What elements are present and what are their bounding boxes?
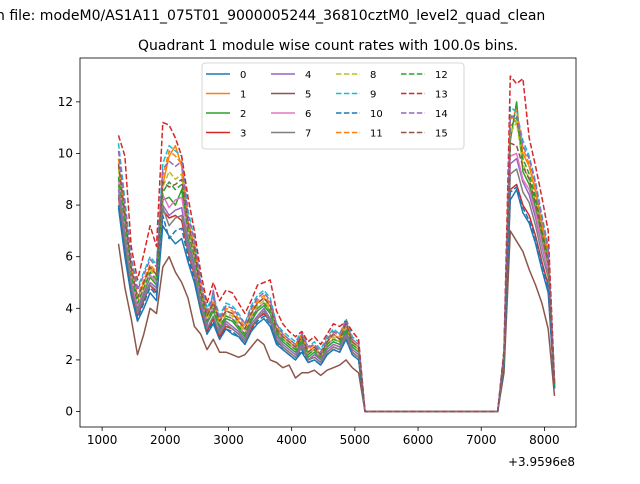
x-tick-label-5000: 5000 (340, 433, 371, 447)
x-tick-label-4000: 4000 (276, 433, 307, 447)
axes-frame (79, 57, 577, 428)
x-axis-offset-label: +3.9596e8 (508, 455, 575, 469)
legend-label-2: 2 (240, 109, 246, 120)
legend-label-15: 15 (435, 129, 448, 140)
series-line-12 (117, 116, 556, 413)
legend-label-12: 12 (435, 70, 448, 81)
x-tick-label-1000: 1000 (87, 433, 118, 447)
y-tick-label-0: 0 (65, 405, 73, 419)
plot-area (117, 75, 556, 413)
y-tick-label-6: 6 (65, 250, 73, 264)
legend-label-6: 6 (305, 109, 311, 120)
figure-suptitle: n file: modeM0/AS1A11_075T01_9000005244_… (0, 8, 545, 24)
x-tick-label-8000: 8000 (529, 433, 560, 447)
y-tick-label-10: 10 (58, 146, 73, 160)
y-tick-label-4: 4 (65, 301, 73, 315)
legend-label-13: 13 (435, 90, 448, 101)
axes: 1000 2000 3000 4000 5000 6000 7000 800002468101… (58, 57, 577, 447)
y-tick-label-2: 2 (65, 353, 73, 367)
legend-label-1: 1 (240, 90, 246, 101)
legend-box (201, 62, 465, 150)
legend-label-10: 10 (370, 109, 383, 120)
legend-label-9: 9 (370, 90, 376, 101)
y-tick-label-8: 8 (65, 198, 73, 212)
legend-label-5: 5 (305, 90, 311, 101)
series-line-13 (117, 75, 556, 413)
series-line-15 (117, 142, 556, 413)
legend-label-7: 7 (305, 129, 311, 140)
legend-label-11: 11 (370, 129, 383, 140)
legend-label-4: 4 (305, 70, 311, 81)
legend-label-3: 3 (240, 129, 246, 140)
y-tick-label-12: 12 (58, 95, 73, 109)
legend-label-14: 14 (435, 109, 448, 120)
x-tick-label-3000: 3000 (213, 433, 244, 447)
x-tick-label-7000: 7000 (466, 433, 497, 447)
legend-label-8: 8 (370, 70, 376, 81)
chart-title: Quadrant 1 module wise count rates with … (138, 38, 518, 54)
x-tick-label-2000: 2000 (150, 433, 181, 447)
legend-label-0: 0 (240, 70, 246, 81)
x-tick-label-6000: 6000 (403, 433, 434, 447)
